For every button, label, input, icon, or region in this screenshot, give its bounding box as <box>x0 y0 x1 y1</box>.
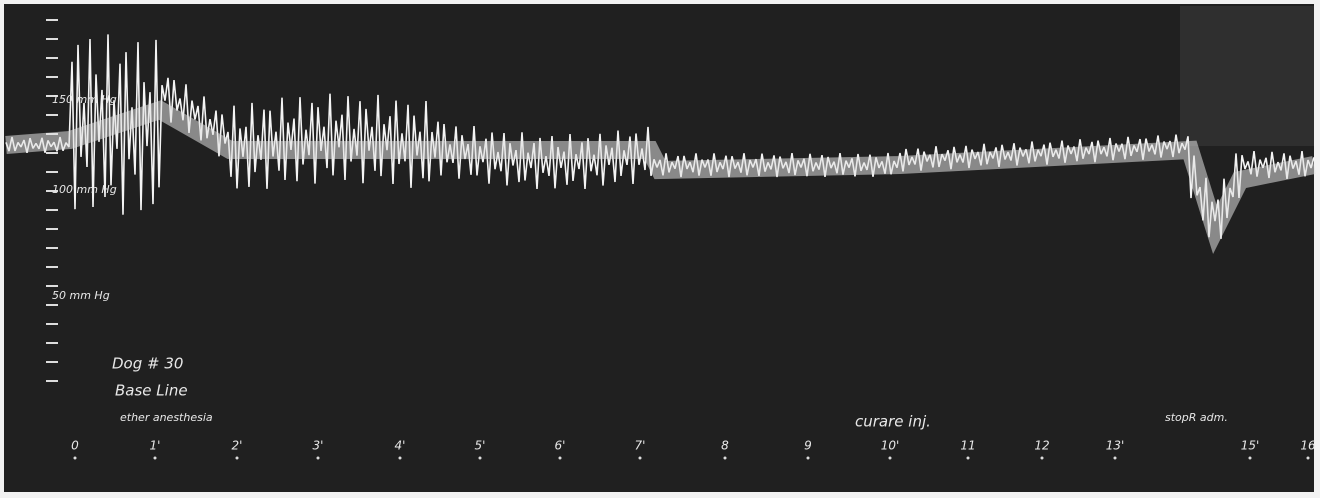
time-label: 16 <box>1300 439 1316 453</box>
time-label: 10' <box>881 439 900 453</box>
time-dot <box>1114 457 1117 460</box>
time-dot <box>559 457 562 460</box>
time-label: 9 <box>804 439 812 453</box>
note-injection: curare inj. <box>855 413 931 431</box>
note-condition: Base Line <box>115 382 188 400</box>
time-dot <box>154 457 157 460</box>
time-dot <box>889 457 892 460</box>
time-label: 3' <box>313 439 324 453</box>
time-dot <box>807 457 810 460</box>
scale-label: 100 mm Hg <box>52 183 117 196</box>
note-subject: Dog # 30 <box>112 355 183 373</box>
time-label: 13' <box>1106 439 1125 453</box>
time-dot <box>1307 457 1310 460</box>
time-label: 0 <box>71 439 79 453</box>
time-label: 1' <box>150 439 161 453</box>
time-dot <box>317 457 320 460</box>
time-label: 12 <box>1034 439 1049 453</box>
time-label: 4' <box>395 439 406 453</box>
time-dot <box>1041 457 1044 460</box>
time-dot <box>1249 457 1252 460</box>
time-label: 11 <box>960 439 975 453</box>
kymograph-photo: 150 mm Hg 100 mm Hg 50 mm Hg Dog # 30 Ba… <box>0 0 1320 498</box>
time-dot <box>724 457 727 460</box>
time-label: 2' <box>232 439 243 453</box>
time-dot <box>639 457 642 460</box>
time-label: 5' <box>475 439 486 453</box>
time-dot <box>399 457 402 460</box>
time-dot <box>479 457 482 460</box>
note-respiration: stopR adm. <box>1165 411 1228 424</box>
time-label: 6' <box>555 439 566 453</box>
time-label: 8 <box>721 439 729 453</box>
scale-label: 150 mm Hg <box>52 93 117 106</box>
worn-corner <box>1180 6 1314 146</box>
time-dot <box>967 457 970 460</box>
time-label: 15' <box>1241 439 1260 453</box>
time-dot <box>74 457 77 460</box>
note-anesthesia: ether anesthesia <box>120 411 213 424</box>
time-dot <box>236 457 239 460</box>
scale-label: 50 mm Hg <box>52 289 110 302</box>
time-label: 7' <box>635 439 646 453</box>
